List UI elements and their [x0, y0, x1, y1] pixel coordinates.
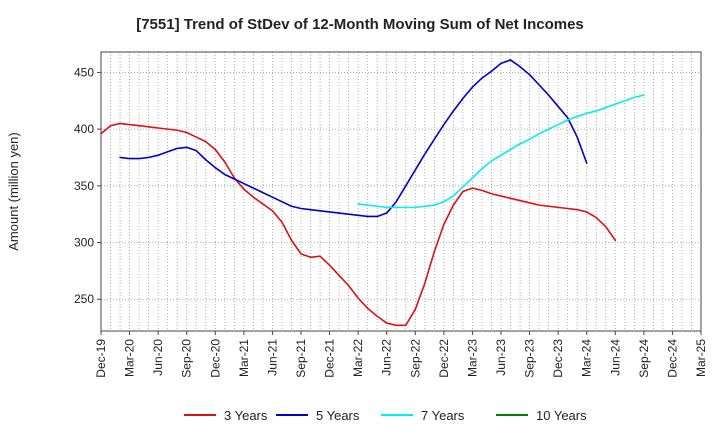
- legend: 3 Years 5 Years 7 Years 10 Years: [184, 408, 587, 423]
- x-tick-label: Jun-21: [265, 339, 279, 376]
- x-axis: Dec-19 Mar-20 Jun-20 Sep-20 Dec-20 Mar-21 Jun-…: [94, 331, 708, 378]
- series-line-3-years: [100, 122, 617, 327]
- x-tick-label: Dec-24: [665, 339, 679, 378]
- grid: [101, 52, 701, 331]
- x-tick-label: Sep-24: [637, 339, 651, 378]
- x-tick-label: Jun-20: [151, 339, 165, 376]
- legend-label: 3 Years: [224, 408, 268, 423]
- legend-item-3-years: 3 Years: [184, 408, 268, 423]
- x-tick-label: Dec-23: [551, 339, 565, 378]
- x-tick-label: Jun-23: [494, 339, 508, 376]
- x-tick-label: Sep-21: [294, 339, 308, 378]
- x-tick-label: Dec-22: [437, 339, 451, 378]
- series-line-5-years: [119, 59, 588, 218]
- y-axis: 250 300 350 400 450: [74, 65, 101, 306]
- y-tick-label: 300: [74, 236, 94, 250]
- x-tick-label: Sep-23: [523, 339, 537, 378]
- x-tick-label: Dec-21: [323, 339, 337, 378]
- x-tick-label: Mar-23: [465, 339, 479, 377]
- x-tick-label: Mar-22: [351, 339, 365, 377]
- legend-label: 10 Years: [536, 408, 587, 423]
- x-tick-label: Mar-25: [694, 339, 708, 377]
- plot-frame: [100, 51, 702, 332]
- legend-item-5-years: 5 Years: [276, 408, 360, 423]
- y-tick-label: 400: [74, 122, 94, 136]
- chart-title: [7551] Trend of StDev of 12-Month Moving…: [136, 16, 584, 33]
- legend-item-10-years: 10 Years: [496, 408, 587, 423]
- y-tick-label: 250: [74, 292, 94, 306]
- legend-label: 5 Years: [316, 408, 360, 423]
- y-tick-label: 450: [74, 65, 94, 79]
- plot-area: [101, 52, 701, 331]
- x-tick-label: Dec-19: [94, 339, 108, 378]
- x-tick-label: Mar-24: [580, 339, 594, 377]
- y-tick-label: 350: [74, 179, 94, 193]
- legend-label: 7 Years: [421, 408, 465, 423]
- x-tick-label: Sep-22: [408, 339, 422, 378]
- x-tick-label: Jun-24: [608, 339, 622, 376]
- x-tick-label: Sep-20: [180, 339, 194, 378]
- series-group: [100, 59, 645, 327]
- x-tick-label: Dec-20: [208, 339, 222, 378]
- y-axis-label: Amount (million yen): [6, 132, 21, 251]
- x-tick-label: Mar-21: [237, 339, 251, 377]
- legend-item-7-years: 7 Years: [381, 408, 465, 423]
- x-tick-label: Jun-22: [380, 339, 394, 376]
- series-line-7-years: [357, 94, 645, 209]
- x-tick-label: Mar-20: [123, 339, 137, 377]
